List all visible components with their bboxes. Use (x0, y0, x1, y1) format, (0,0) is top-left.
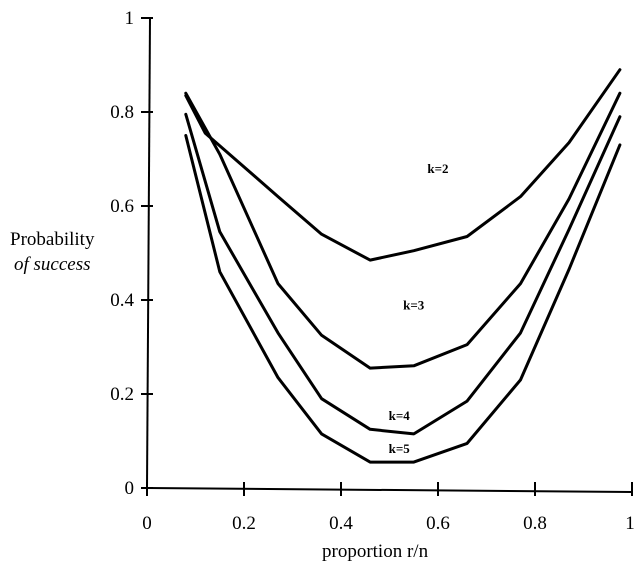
series-label-k-4: k=4 (389, 408, 411, 423)
x-tick-label: 0.6 (426, 513, 450, 534)
x-tick-label: 1 (625, 513, 635, 534)
ticks: 0 0.2 0.4 0.6 0.8 1 0 0.2 0.4 0.6 0.8 1 (110, 8, 635, 534)
y-axis-line (146, 17, 151, 489)
series-line-k-5 (184, 134, 622, 464)
y-axis-title-line2: of success (14, 254, 91, 275)
y-tick-label: 0.2 (110, 384, 134, 405)
series-label-k-2: k=2 (427, 161, 448, 176)
y-tick-label: 0 (125, 478, 135, 499)
axes (146, 17, 633, 493)
labels: Probability of success proportion r/n (10, 229, 429, 562)
y-tick-label: 1 (125, 8, 135, 29)
x-tick-label: 0.4 (329, 513, 353, 534)
y-axis-title-line1: Probability (10, 229, 95, 250)
y-tick-label: 0.6 (110, 196, 134, 217)
series-line-k-2 (184, 68, 622, 262)
series-line-k-4 (184, 112, 622, 436)
y-tick-label: 0.4 (110, 290, 134, 311)
series-line-k-3 (184, 91, 622, 370)
x-tick-label: 0 (142, 513, 152, 534)
series-label-k-3: k=3 (403, 297, 425, 312)
series-label-k-5: k=5 (389, 441, 411, 456)
x-axis-line (146, 487, 633, 493)
x-tick-label: 0.2 (232, 513, 256, 534)
x-axis-title: proportion r/n (322, 541, 429, 562)
series-layer: k=2 k=3 k=4 k=5 (184, 68, 622, 464)
x-tick-label: 0.8 (523, 513, 547, 534)
y-tick-label: 0.8 (110, 102, 134, 123)
